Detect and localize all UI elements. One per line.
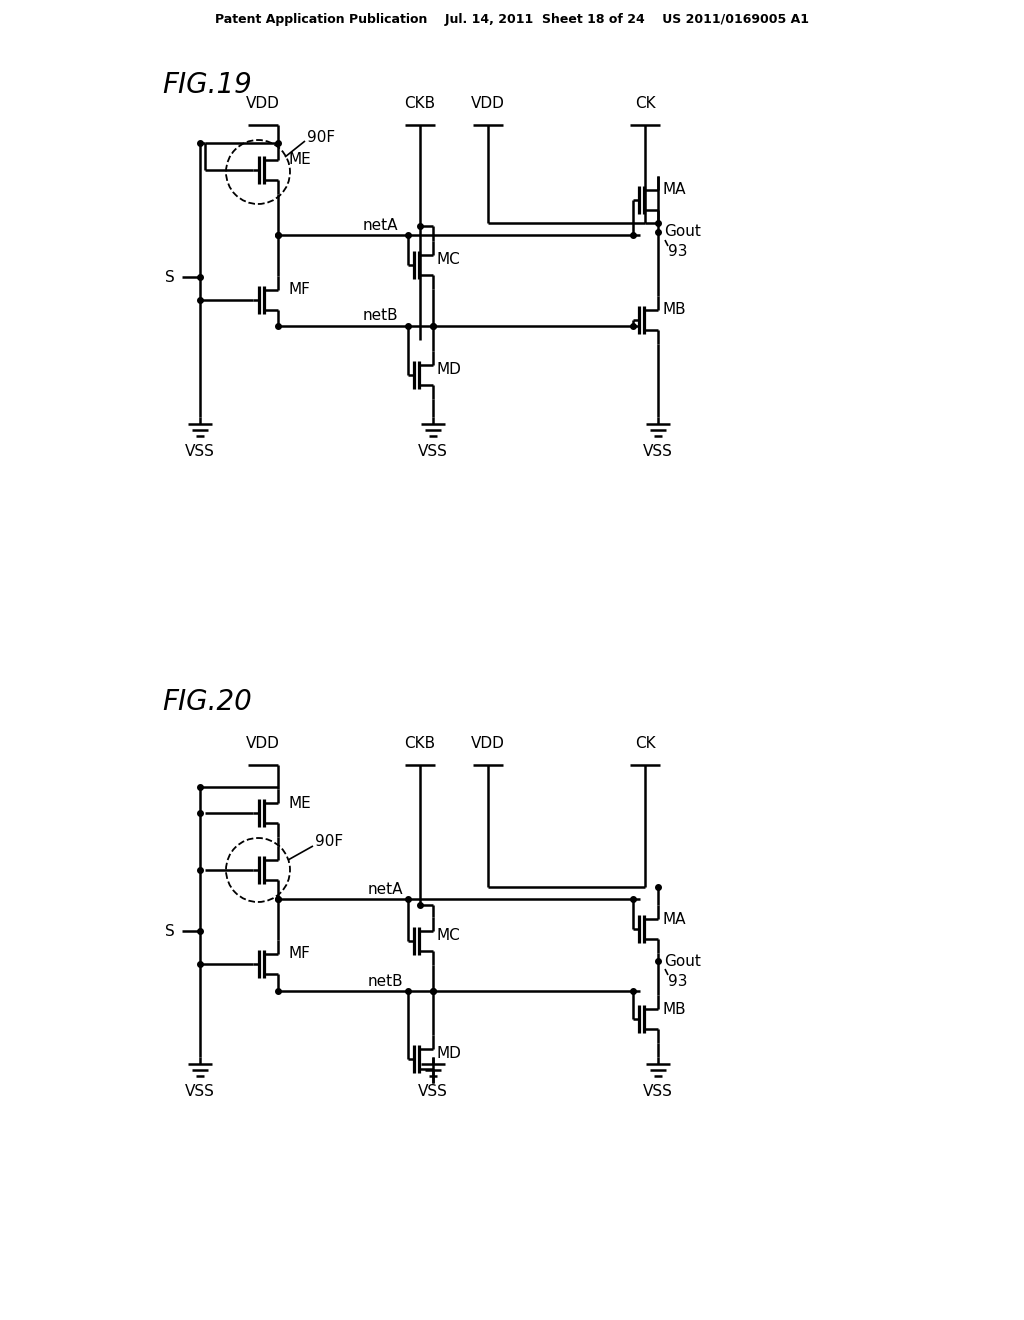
Text: netB: netB xyxy=(362,309,397,323)
Text: CK: CK xyxy=(635,735,655,751)
Text: Patent Application Publication    Jul. 14, 2011  Sheet 18 of 24    US 2011/01690: Patent Application Publication Jul. 14, … xyxy=(215,13,809,26)
Text: MF: MF xyxy=(288,946,310,961)
Text: Gout: Gout xyxy=(664,953,700,969)
Text: netA: netA xyxy=(368,882,402,896)
Text: MF: MF xyxy=(288,282,310,297)
Text: ME: ME xyxy=(288,153,310,168)
Text: VSS: VSS xyxy=(185,445,215,459)
Text: MC: MC xyxy=(437,928,461,944)
Text: VDD: VDD xyxy=(246,735,280,751)
Text: MB: MB xyxy=(662,1002,686,1016)
Text: 93: 93 xyxy=(668,244,687,260)
Text: 90F: 90F xyxy=(307,129,335,144)
Text: VDD: VDD xyxy=(471,95,505,111)
Text: MD: MD xyxy=(437,363,462,378)
Text: 90F: 90F xyxy=(315,834,343,850)
Text: VSS: VSS xyxy=(643,445,673,459)
Text: VDD: VDD xyxy=(246,95,280,111)
Text: VDD: VDD xyxy=(471,735,505,751)
Text: MA: MA xyxy=(662,182,685,198)
Text: netB: netB xyxy=(368,974,402,989)
Text: S: S xyxy=(165,269,175,285)
Text: MC: MC xyxy=(437,252,461,268)
Text: ME: ME xyxy=(288,796,310,810)
Text: S: S xyxy=(165,924,175,939)
Text: MD: MD xyxy=(437,1047,462,1061)
Text: CKB: CKB xyxy=(404,735,435,751)
Text: FIG.20: FIG.20 xyxy=(162,688,252,715)
Text: CK: CK xyxy=(635,95,655,111)
Text: FIG.19: FIG.19 xyxy=(162,71,252,99)
Text: VSS: VSS xyxy=(185,1085,215,1100)
Text: 93: 93 xyxy=(668,974,687,989)
Text: VSS: VSS xyxy=(418,1085,447,1100)
Text: VSS: VSS xyxy=(418,445,447,459)
Text: VSS: VSS xyxy=(643,1085,673,1100)
Text: MA: MA xyxy=(662,912,685,927)
Text: MB: MB xyxy=(662,302,686,318)
Text: netA: netA xyxy=(362,218,397,232)
Text: Gout: Gout xyxy=(664,224,700,239)
Text: CKB: CKB xyxy=(404,95,435,111)
